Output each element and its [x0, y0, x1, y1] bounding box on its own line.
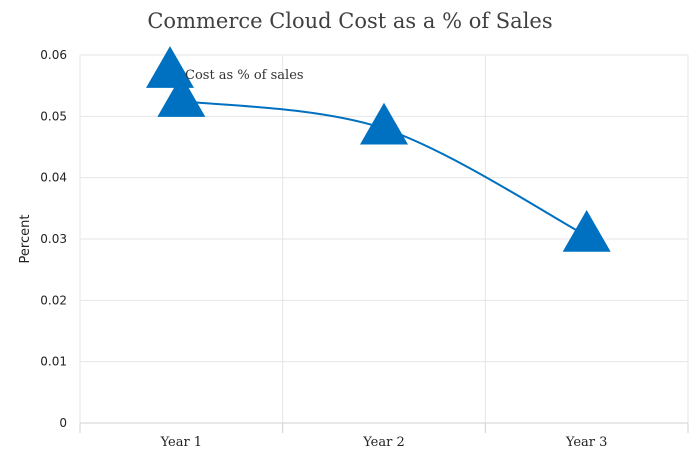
y-tick-label: 0: [59, 416, 67, 430]
y-tick-label: 0.05: [40, 109, 67, 123]
y-axis-label: Percent: [18, 215, 33, 264]
data-point-marker: [360, 102, 408, 145]
chart-title: Commerce Cloud Cost as a % of Sales: [147, 9, 552, 33]
legend: Cost as % of sales: [146, 46, 304, 88]
x-tick-label: Year 3: [565, 435, 608, 450]
y-tick-label: 0.04: [40, 171, 67, 185]
x-tick-label: Year 1: [160, 435, 203, 450]
y-tick-label: 0.03: [40, 232, 67, 246]
series-layer: [157, 75, 611, 252]
legend-label: Cost as % of sales: [185, 68, 304, 83]
x-axis-ticks: Year 1 Year 2 Year 3: [160, 435, 608, 450]
y-axis-ticks: 0 0.01 0.02 0.03 0.04 0.05 0.06: [40, 48, 67, 430]
x-tick-label: Year 2: [362, 435, 405, 450]
legend-marker-triangle: [146, 46, 194, 88]
y-tick-label: 0.01: [40, 355, 67, 369]
data-point-marker: [562, 210, 611, 252]
y-tick-label: 0.02: [40, 293, 67, 307]
y-tick-label: 0.06: [40, 48, 67, 62]
data-point-marker: [157, 75, 206, 117]
